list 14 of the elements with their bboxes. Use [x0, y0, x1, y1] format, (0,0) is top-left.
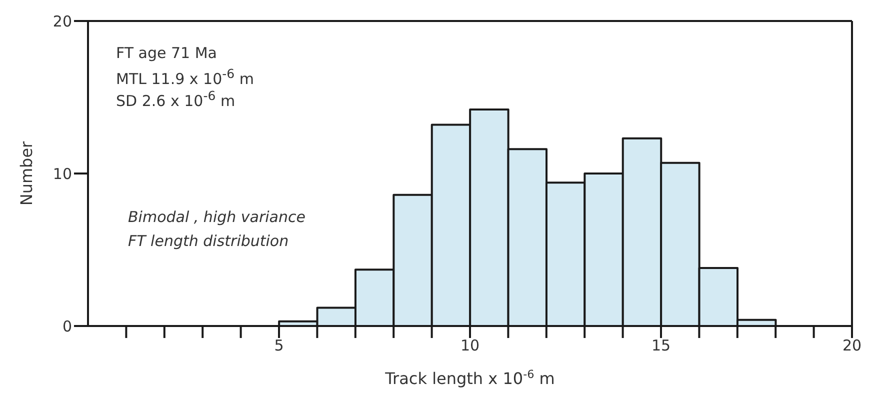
- x-tick-label: 5: [274, 336, 284, 355]
- annotation: Bimodal , high variance: [128, 208, 306, 226]
- x-tick-label: 15: [651, 336, 671, 355]
- x-axis-title: Track length x 10$^{-6}$ m: [384, 368, 555, 388]
- annotation: MTL 11.9 x 10$^{-6}$ m: [116, 66, 254, 88]
- annotation: FT age 71 Ma: [116, 44, 217, 62]
- x-tick-label: 20: [842, 336, 862, 355]
- y-tick-label: 0: [62, 317, 72, 336]
- annotation: SD 2.6 x 10$^{-6}$ m: [116, 88, 236, 110]
- y-tick-label: 20: [52, 12, 72, 30]
- annotation: FT length distribution: [128, 232, 289, 250]
- y-axis-title: Number: [17, 140, 36, 206]
- x-tick-label: 10: [460, 336, 480, 355]
- y-tick-label: 10: [52, 164, 72, 183]
